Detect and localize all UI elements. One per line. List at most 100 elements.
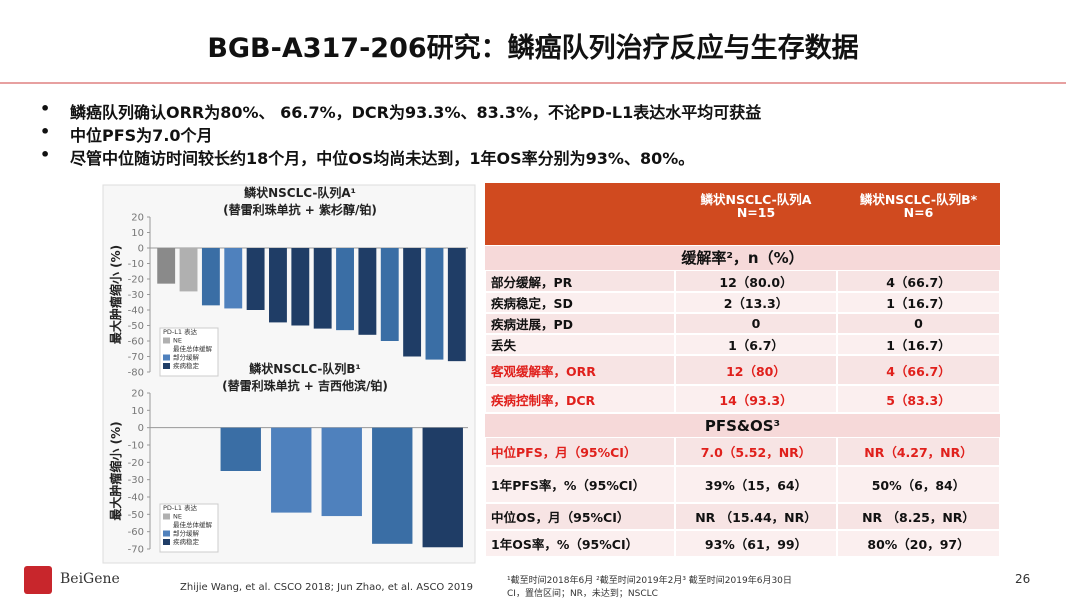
y-tick-label: 0 (138, 423, 144, 434)
chart-title: 鳞状NSCLC-队列B¹ (249, 361, 361, 376)
column-header: N=6 (903, 205, 934, 220)
bar (403, 248, 422, 357)
table-cell: 0 (837, 313, 1000, 334)
legend-label: 部分缓解 (173, 353, 200, 362)
legend-label: NE (173, 513, 182, 521)
column-header: N=15 (736, 205, 776, 220)
footnote: ¹截至时间2018年6月 ²截至时间2019年2月³ 截至时间2019年6月30… (507, 576, 792, 586)
y-tick-label: -50 (128, 321, 144, 332)
table-cell: 4（66.7） (837, 270, 1000, 292)
section-title: PFS&OS³ (485, 413, 1000, 437)
table-cell: 客观缓解率，ORR (485, 355, 675, 385)
table-cell: 12（80.0） (675, 270, 837, 292)
logo-text: BeiGene (60, 571, 120, 587)
citation: Zhijie Wang, et al. CSCO 2018; Jun Zhao,… (180, 582, 473, 593)
legend-label: PD-L1 表达 (163, 503, 198, 512)
bar (321, 427, 362, 517)
y-tick-label: -60 (128, 337, 144, 348)
bullet-text: 中位PFS为7.0个月 (70, 126, 213, 145)
bullet-dot: • (40, 122, 51, 141)
table: 鳞状NSCLC-队列A N=15 鳞状NSCLC-队列B* N=6 缓解率²，n（%）部… (485, 183, 1000, 558)
table-cell: 50%（6，84） (837, 466, 1000, 503)
bar (380, 248, 399, 341)
table-cell: 5（83.3） (837, 385, 1000, 413)
table-cell: 14（93.3） (675, 385, 837, 413)
y-tick-label: -50 (128, 510, 144, 521)
bar (157, 248, 176, 284)
table-cell: 1（16.7） (837, 334, 1000, 355)
column-header: 鳞状NSCLC-队列A (700, 192, 812, 207)
y-tick-label: -40 (128, 306, 144, 317)
legend-swatch (163, 337, 170, 344)
table-header-bg (485, 183, 1000, 245)
legend-swatch (163, 363, 170, 369)
table-cell: 39%（15，64） (675, 466, 837, 503)
bar (313, 248, 332, 329)
y-tick-label: -10 (128, 441, 144, 452)
y-tick-label: -40 (128, 493, 144, 504)
table-cell: 疾病进展，PD (485, 313, 675, 334)
table-cell: 1（6.7） (675, 334, 837, 355)
y-tick-label: -30 (128, 290, 144, 301)
y-tick-label: -60 (128, 527, 144, 538)
title-rule (0, 82, 1066, 84)
bar (246, 248, 265, 310)
legend-label: 部分缓解 (173, 529, 200, 538)
bullet: • 中位PFS为7.0个月 (40, 122, 213, 145)
bullet-dot: • (40, 145, 51, 164)
y-tick-label: -20 (128, 275, 144, 286)
y-tick-label: 10 (131, 406, 144, 417)
table-cell: 中位PFS，月（95%CI） (485, 437, 675, 466)
table-cell: 丢失 (485, 334, 675, 355)
bullet: • 尽管中位随访时间较长约18个月，中位OS均尚未达到，1年OS率分别为93%、8… (40, 145, 694, 168)
bar (422, 427, 463, 548)
legend-swatch (163, 530, 170, 537)
legend-swatch (163, 354, 170, 361)
bullet-text: 尽管中位随访时间较长约18个月，中位OS均尚未达到，1年OS率分别为93%、80… (70, 149, 695, 168)
y-tick-label: 10 (131, 228, 144, 239)
bar (201, 248, 220, 306)
y-tick-label: 20 (131, 213, 144, 224)
legend-swatch (163, 513, 170, 520)
table-cell: 部分缓解，PR (485, 270, 675, 292)
bar (358, 248, 377, 335)
bar (447, 248, 466, 362)
table-cell: 1年PFS率，%（95%CI） (485, 466, 675, 503)
bullet-text: 鳞癌队列确认ORR为80%、 66.7%，DCR为93.3%、83.3%，不论P… (70, 103, 762, 122)
bar (372, 427, 413, 544)
footnote: CI，置信区间；NR，未达到；NSCLC (507, 589, 658, 599)
y-tick-label: 20 (131, 389, 144, 400)
bullet-dot: • (40, 99, 51, 118)
table-cell: 2（13.3） (675, 292, 837, 313)
table-cell: 中位OS，月（95%CI） (485, 503, 675, 530)
y-tick-label: -20 (128, 458, 144, 469)
table-cell: 1（16.7） (837, 292, 1000, 313)
page-number: 26 (1015, 572, 1031, 586)
bar (220, 427, 261, 471)
bar (179, 248, 198, 292)
y-axis-label: 最大肿瘤缩小 (%) (108, 421, 123, 520)
bar (271, 427, 312, 513)
charts: 鳞状NSCLC-队列A¹ (替雷利珠单抗 + 紫杉醇/铂) 最大肿瘤缩小 (%) 20… (102, 184, 476, 564)
legend-label: NE (173, 337, 182, 345)
legend-label: PD-L1 表达 (163, 327, 198, 336)
table-cell: 12（80） (675, 355, 837, 385)
y-tick-label: -10 (128, 259, 144, 270)
y-tick-label: -80 (128, 368, 144, 379)
bar (336, 248, 354, 331)
table-cell: NR （8.25，NR） (837, 503, 1000, 530)
chart-title: 鳞状NSCLC-队列A¹ (244, 185, 356, 200)
y-tick-label: 0 (138, 244, 144, 255)
y-axis-label: 最大肿瘤缩小 (%) (108, 245, 123, 344)
chart-subtitle: (替雷利珠单抗 + 吉西他滨/铂) (222, 378, 388, 393)
legend-label: 疾病稳定 (173, 361, 200, 370)
slide-title: BGB-A317-206研究：鳞癌队列治疗反应与生存数据 (207, 33, 859, 64)
bar (291, 248, 310, 326)
y-tick-label: -30 (128, 475, 144, 486)
legend-label: 疾病稳定 (173, 537, 200, 546)
bullet: • 鳞癌队列确认ORR为80%、 66.7%，DCR为93.3%、83.3%，不论… (40, 99, 761, 122)
table-cell: 1年OS率，%（95%CI） (485, 530, 675, 557)
section-title: 缓解率²，n（%） (485, 245, 1000, 270)
logo-mark (24, 566, 52, 594)
